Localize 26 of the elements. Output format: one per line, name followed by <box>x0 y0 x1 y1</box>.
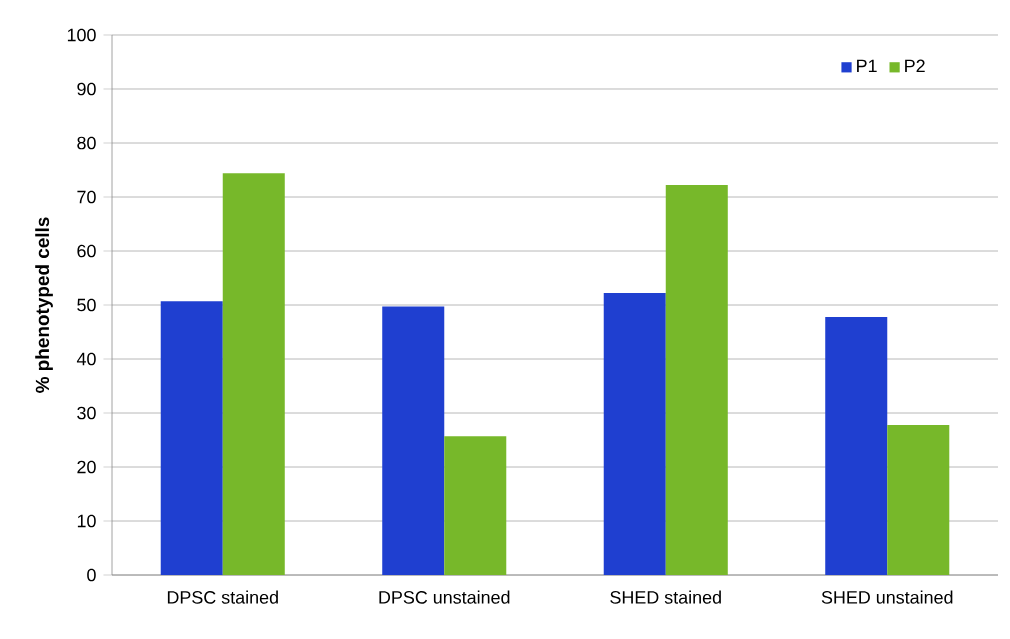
y-tick-label: 70 <box>77 190 96 204</box>
bar <box>382 306 445 575</box>
bar <box>825 316 888 575</box>
bar <box>444 436 507 575</box>
bar <box>603 293 666 575</box>
x-tick-label: SHED unstained <box>821 590 953 604</box>
y-tick-label: 0 <box>87 568 96 582</box>
x-tick-label: DPSC unstained <box>379 590 510 604</box>
legend-label: P1 <box>857 59 877 72</box>
y-axis-title: % phenotyped cells <box>35 217 53 393</box>
y-tick-label: 100 <box>67 28 96 42</box>
y-tick-label: 60 <box>77 244 96 258</box>
y-tick-label: 30 <box>77 406 96 420</box>
bar <box>222 173 285 575</box>
y-tick-label: 80 <box>77 136 96 150</box>
y-tick-label: 90 <box>77 82 96 96</box>
x-tick-label: DPSC stained <box>167 590 278 604</box>
y-tick-label: 10 <box>77 514 96 528</box>
y-tick-label: 40 <box>76 352 96 366</box>
bar <box>887 424 950 575</box>
bar <box>160 301 223 575</box>
legend-label: P2 <box>905 59 925 73</box>
y-tick-label: 20 <box>77 460 96 474</box>
x-tick-label: SHED stained <box>610 590 721 604</box>
y-tick-label: 50 <box>77 298 96 312</box>
bar <box>665 185 728 575</box>
